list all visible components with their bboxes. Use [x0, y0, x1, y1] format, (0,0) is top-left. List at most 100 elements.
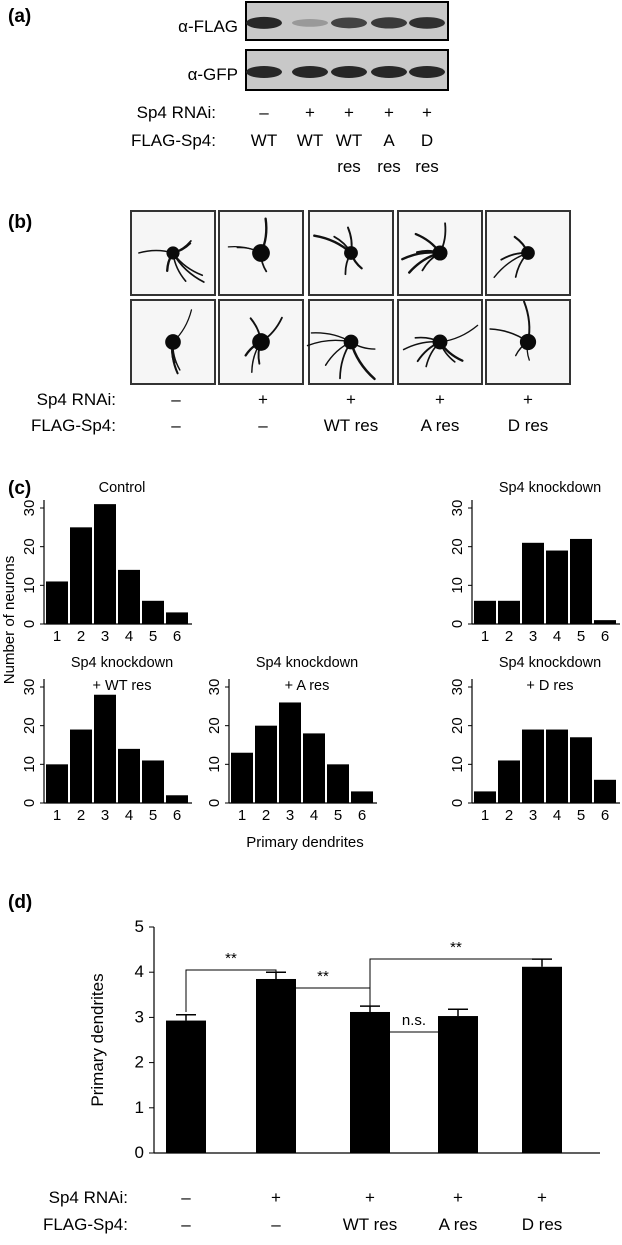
x-tick-label: 3 [101, 807, 109, 824]
histogram-title: Sp4 knockdown [71, 655, 173, 671]
y-tick-label: 10 [449, 756, 466, 773]
c-xlabel: Primary dendrites [246, 834, 364, 851]
d-row-label-rnai: Sp4 RNAi: [49, 1188, 128, 1207]
micrograph-tile [306, 299, 394, 385]
y-tick-label: 3 [135, 1007, 144, 1026]
d-col-rnai: + [537, 1188, 547, 1207]
hist-bar [46, 581, 68, 624]
b-col-flag: A res [421, 416, 460, 435]
y-tick-label: 0 [21, 620, 38, 628]
x-tick-label: 1 [481, 807, 489, 824]
histogram-title: Sp4 knockdown [499, 480, 601, 496]
micrograph-tile [130, 299, 216, 385]
histogram-title: + A res [285, 678, 330, 694]
y-tick-label: 30 [21, 500, 38, 517]
lane-flag: res [337, 157, 361, 176]
blot-label-gfp: α-GFP [188, 65, 238, 84]
hist-bar [94, 694, 116, 803]
d-col-flag: D res [522, 1215, 563, 1234]
histogram-title: + WT res [93, 678, 152, 694]
x-tick-label: 4 [125, 628, 133, 645]
y-tick-label: 10 [206, 756, 223, 773]
b-col-flag: WT res [324, 416, 378, 435]
x-tick-label: 1 [481, 628, 489, 645]
lane-rnai: + [384, 103, 394, 122]
tile-frame [130, 299, 216, 385]
mean-dendrites-chart: 0 1 2 3 4 5 Primary dendrites ** ** n.s. ** – – + – + WT… [88, 917, 600, 1234]
x-tick-label: 6 [601, 807, 609, 824]
hist-bar [118, 748, 140, 803]
x-tick-label: 3 [529, 807, 537, 824]
hist-bar [142, 600, 164, 624]
x-tick-label: 6 [173, 807, 181, 824]
hist-bar [279, 702, 301, 803]
y-tick-label: 20 [449, 538, 466, 555]
soma [252, 333, 270, 351]
x-tick-label: 2 [505, 807, 513, 824]
x-tick-label: 4 [553, 628, 561, 645]
histogram-title: + D res [526, 678, 573, 694]
y-tick-label: 30 [449, 679, 466, 696]
b-col-flag: D res [508, 416, 549, 435]
hist-bar [594, 620, 616, 624]
y-tick-label: 5 [135, 917, 144, 936]
soma [343, 334, 359, 350]
d-col-rnai: + [271, 1188, 281, 1207]
x-tick-label: 1 [238, 807, 246, 824]
histogram: 0 10 20 30 1 2 3 4 5 6 Sp4 knockdown + D res [449, 655, 620, 824]
significance-bracket [369, 958, 542, 1048]
x-tick-label: 1 [53, 628, 61, 645]
hist-bar [303, 733, 325, 803]
hist-bar [498, 760, 520, 803]
hist-bar [570, 737, 592, 803]
band [331, 17, 367, 29]
d-row-label-flag: FLAG-Sp4: [43, 1215, 128, 1234]
soma [166, 246, 180, 260]
hist-bar [255, 725, 277, 803]
x-tick-label: 5 [577, 807, 585, 824]
band [246, 16, 282, 29]
lane-rnai: + [305, 103, 315, 122]
x-tick-label: 5 [334, 807, 342, 824]
b-row-label-flag: FLAG-Sp4: [31, 416, 116, 435]
hist-bar [522, 729, 544, 803]
lane-flag: WT [251, 131, 277, 150]
y-tick-label: 2 [135, 1053, 144, 1072]
lane-rnai: – [259, 103, 269, 122]
gfp-blot [245, 49, 449, 91]
lane-flag: res [377, 157, 401, 176]
hist-bar [351, 791, 373, 803]
y-tick-label: 4 [135, 962, 144, 981]
histogram-title: Sp4 knockdown [256, 655, 358, 671]
soma [521, 246, 535, 260]
soma [432, 245, 448, 261]
histogram: 0 10 20 30 1 2 3 4 5 6 Sp4 knockdown + A res [206, 655, 377, 824]
y-tick-label: 0 [449, 620, 466, 628]
hist-bar [118, 569, 140, 624]
d-col-flag: A res [439, 1215, 478, 1234]
b-col-flag: – [258, 416, 268, 435]
hist-bar [546, 550, 568, 624]
significance-label: n.s. [402, 1012, 426, 1029]
hist-bar [166, 612, 188, 624]
y-tick-label: 30 [206, 679, 223, 696]
x-tick-label: 3 [101, 628, 109, 645]
mean-bar [256, 978, 296, 1153]
d-col-flag: – [181, 1215, 191, 1234]
c-ylabel: Number of neurons [1, 556, 18, 684]
hist-bar [142, 760, 164, 803]
micrograph-tile [218, 210, 304, 296]
lane-rnai: + [422, 103, 432, 122]
d-col-rnai: – [181, 1188, 191, 1207]
x-tick-label: 5 [149, 628, 157, 645]
soma [165, 334, 181, 350]
y-tick-label: 0 [449, 799, 466, 807]
x-tick-label: 4 [125, 807, 133, 824]
significance-label: ** [225, 950, 237, 967]
d-col-rnai: + [365, 1188, 375, 1207]
y-tick-label: 20 [21, 538, 38, 555]
histogram-title: Control [99, 480, 146, 496]
hist-bar [474, 791, 496, 803]
soma [252, 244, 270, 262]
x-tick-label: 6 [601, 628, 609, 645]
